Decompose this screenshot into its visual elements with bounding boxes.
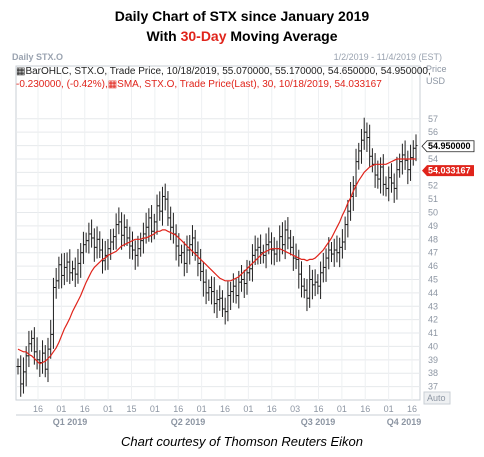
x-tick-label: 01 [384, 404, 394, 414]
date-range: 1/2/2019 - 11/4/2019 (EST) [333, 52, 442, 62]
x-tick-label: 16 [407, 404, 417, 414]
subtitle-prefix: With [146, 28, 181, 44]
y-tick-label: 40 [428, 341, 438, 351]
y-tick-label: 37 [428, 382, 438, 392]
y-tick-label: 45 [428, 274, 438, 284]
y-axis: 3738394041424344454647484950515253545556… [428, 114, 438, 392]
y-tick-label: 52 [428, 181, 438, 191]
x-axis: 16 01 16 01 15 01 16 01 16 01 16 03 16 01 16 01 16 Q1 201… [16, 404, 421, 427]
quarter-label: Q4 2019 [387, 417, 422, 427]
x-tick-label: 01 [103, 404, 113, 414]
legend-ohlc-text: BarOHLC, STX.O, Trade Price, 10/18/2019,… [25, 66, 431, 77]
x-tick-label: 16 [360, 404, 370, 414]
y-tick-label: 38 [428, 368, 438, 378]
y-tick-label: 43 [428, 301, 438, 311]
x-tick-label: 01 [197, 404, 207, 414]
last-price-tag: 54.950000 [421, 140, 475, 153]
legend-sma-text: SMA, STX.O, Trade Price(Last), 30, 10/18… [117, 79, 382, 90]
x-tick-label: 16 [80, 404, 90, 414]
y-tick-label: 57 [428, 114, 438, 124]
bar-ohlc-icon: ▦ [16, 66, 26, 77]
quarter-label: Q2 2019 [171, 417, 206, 427]
y-tick-label: 47 [428, 248, 438, 258]
y-tick-label: 42 [428, 315, 438, 325]
ohlc-bar [414, 134, 418, 162]
x-tick-label: 01 [243, 404, 253, 414]
ohlc-series [16, 117, 418, 397]
panel-header: Daily STX.O 1/2/2019 - 11/4/2019 (EST) [12, 50, 442, 66]
auto-scale-label: Auto [427, 393, 446, 403]
y-tick-label: 51 [428, 194, 438, 204]
y-tick-label: 54 [428, 154, 438, 164]
y-tick-label: 56 [428, 127, 438, 137]
panel-tag: Daily STX.O [12, 52, 64, 62]
price-axis-label: Price [426, 64, 447, 74]
y-tick-label: 50 [428, 208, 438, 218]
sma-price-value: 54.033167 [428, 166, 471, 176]
chart-subtitle: With 30-Day Moving Average [0, 28, 484, 44]
x-tick-label: 16 [313, 404, 323, 414]
legend-line-2: -0.230000, (-0.42%),▦SMA, STX.O, Trade P… [16, 79, 382, 90]
sma-line [17, 158, 416, 365]
y-tick-label: 41 [428, 328, 438, 338]
plot-area [15, 65, 421, 401]
y-tick-label: 49 [428, 221, 438, 231]
x-tick-label: 15 [126, 404, 136, 414]
legend-change-text: -0.230000, (-0.42%), [16, 79, 108, 90]
legend-line-1: ▦BarOHLC, STX.O, Trade Price, 10/18/2019… [16, 66, 431, 77]
y-tick-label: 48 [428, 234, 438, 244]
x-tick-label: 03 [290, 404, 300, 414]
last-price-value: 54.950000 [428, 141, 471, 151]
x-tick-label: 01 [337, 404, 347, 414]
sma-icon: ▦ [107, 79, 118, 90]
y-tick-label: 46 [428, 261, 438, 271]
sma-price-tag: 54.033167 [422, 165, 474, 177]
x-tick-label: 16 [267, 404, 277, 414]
x-tick-label: 16 [220, 404, 230, 414]
x-tick-label: 01 [150, 404, 160, 414]
chart-title: Daily Chart of STX since January 2019 [114, 8, 370, 24]
x-tick-label: 01 [56, 404, 66, 414]
quarter-label: Q3 2019 [301, 417, 336, 427]
subtitle-suffix: Moving Average [226, 28, 338, 44]
y-tick-label: 44 [428, 288, 438, 298]
auto-scale-button[interactable] [423, 391, 451, 405]
y-tick-label: 39 [428, 355, 438, 365]
quarter-label: Q1 2019 [53, 417, 88, 427]
currency-axis-label: USD [426, 76, 446, 86]
subtitle-highlight: 30-Day [180, 28, 227, 44]
chart-caption: Chart courtesy of Thomson Reuters Eikon [120, 434, 364, 449]
x-tick-label: 16 [33, 404, 43, 414]
x-tick-label: 16 [173, 404, 183, 414]
